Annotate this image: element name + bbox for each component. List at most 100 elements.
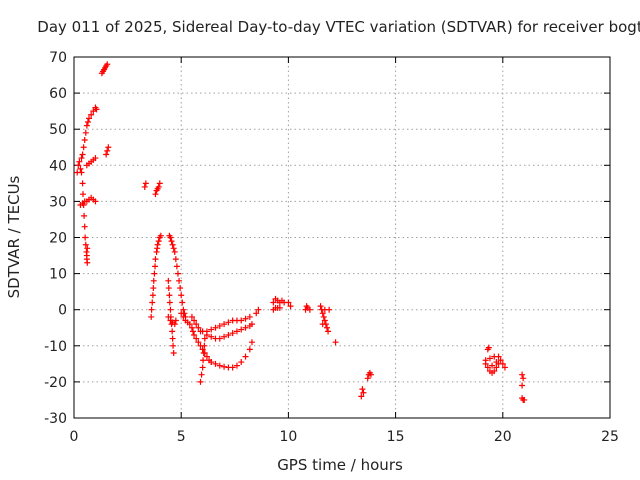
data-point-plus <box>221 333 228 340</box>
data-point-plus <box>276 304 283 311</box>
data-point-plus <box>84 245 91 252</box>
data-point-plus <box>246 346 253 353</box>
data-point-plus <box>180 306 187 313</box>
data-point-plus <box>201 342 208 349</box>
data-point-plus <box>225 319 232 326</box>
data-point-plus <box>486 355 493 362</box>
data-point-plus <box>208 359 215 366</box>
data-point-plus <box>171 248 178 255</box>
data-point-plus <box>82 241 89 248</box>
axis-ticks: 0 5 10 15 20 25 -30 -20 -10 0 10 20 30 40 50 60 70 <box>44 50 619 445</box>
data-point-plus <box>323 324 330 331</box>
data-point-plus <box>83 122 90 129</box>
data-point-plus <box>203 353 210 360</box>
data-point-plus <box>150 285 157 292</box>
data-point-plus <box>84 259 91 266</box>
data-point-plus <box>212 360 219 367</box>
data-point-plus <box>233 328 240 335</box>
data-point-plus <box>501 364 508 371</box>
y-tick-label: 30 <box>49 194 67 210</box>
data-point-plus <box>104 61 111 68</box>
data-point-plus <box>200 350 207 357</box>
data-point-plus <box>177 285 184 292</box>
y-tick-label: 70 <box>49 50 67 66</box>
data-point-plus <box>519 382 526 389</box>
data-point-plus <box>195 339 202 346</box>
data-point-plus <box>165 313 172 320</box>
data-point-plus <box>180 313 187 320</box>
data-point-plus <box>242 353 249 360</box>
data-point-plus <box>221 363 228 370</box>
data-point-plus <box>489 362 496 369</box>
data-point-plus <box>255 306 262 313</box>
y-tick-label: 40 <box>49 158 67 174</box>
x-tick-label: 5 <box>177 429 186 445</box>
data-point-plus <box>208 326 215 333</box>
data-point-plus <box>358 393 365 400</box>
data-point-plus <box>166 292 173 299</box>
data-point-plus <box>193 321 200 328</box>
data-point-plus <box>229 364 236 371</box>
data-point-plus <box>520 375 527 382</box>
data-point-plus <box>493 359 500 366</box>
data-point-plus <box>178 310 185 317</box>
data-point-plus <box>178 292 185 299</box>
data-point-plus <box>221 321 228 328</box>
data-point-plus <box>152 256 159 263</box>
data-point-plus <box>521 396 528 403</box>
data-point-plus <box>203 328 210 335</box>
y-tick-label: 10 <box>49 267 67 283</box>
data-point-plus <box>270 299 277 306</box>
data-point-plus <box>499 360 506 367</box>
data-point-plus <box>332 339 339 346</box>
data-point-plus <box>201 335 208 342</box>
data-point-plus <box>172 256 179 263</box>
y-tick-label: 60 <box>49 86 67 102</box>
data-point-plus <box>75 162 82 169</box>
data-point-plus <box>367 371 374 378</box>
data-point-plus <box>149 299 156 306</box>
data-point-plus <box>191 331 198 338</box>
x-tick-label: 20 <box>494 429 512 445</box>
data-point-plus <box>242 324 249 331</box>
data-point-plus <box>285 299 292 306</box>
y-tick-label: -30 <box>44 411 67 427</box>
data-point-plus <box>519 371 526 378</box>
data-point-plus <box>484 364 491 371</box>
data-point-plus <box>169 241 176 248</box>
data-point-plus <box>497 357 504 364</box>
data-point-plus <box>77 165 84 172</box>
data-point-plus <box>78 169 85 176</box>
data-points <box>74 61 528 403</box>
data-point-plus <box>199 364 206 371</box>
data-point-plus <box>225 331 232 338</box>
data-point-plus <box>148 306 155 313</box>
data-point-plus <box>92 198 99 205</box>
data-point-plus <box>105 144 112 151</box>
data-point-plus <box>76 158 83 165</box>
data-point-plus <box>80 191 87 198</box>
data-point-plus <box>90 108 97 115</box>
data-point-plus <box>81 137 88 144</box>
data-point-plus <box>170 245 177 252</box>
data-point-plus <box>156 180 163 187</box>
data-point-plus <box>216 335 223 342</box>
data-point-plus <box>79 180 86 187</box>
data-point-plus <box>169 328 176 335</box>
data-point-plus <box>306 306 313 313</box>
data-point-plus <box>82 129 89 136</box>
data-point-plus <box>173 263 180 270</box>
data-point-plus <box>80 144 87 151</box>
data-point-plus <box>153 248 160 255</box>
x-tick-label: 0 <box>70 429 79 445</box>
data-point-plus <box>359 386 366 393</box>
x-tick-label: 15 <box>387 429 405 445</box>
data-point-plus <box>165 277 172 284</box>
data-point-plus <box>191 317 198 324</box>
data-point-plus <box>142 180 149 187</box>
data-point-plus <box>200 357 207 364</box>
data-point-plus <box>81 212 88 219</box>
data-point-plus <box>198 371 205 378</box>
data-point-plus <box>491 353 498 360</box>
